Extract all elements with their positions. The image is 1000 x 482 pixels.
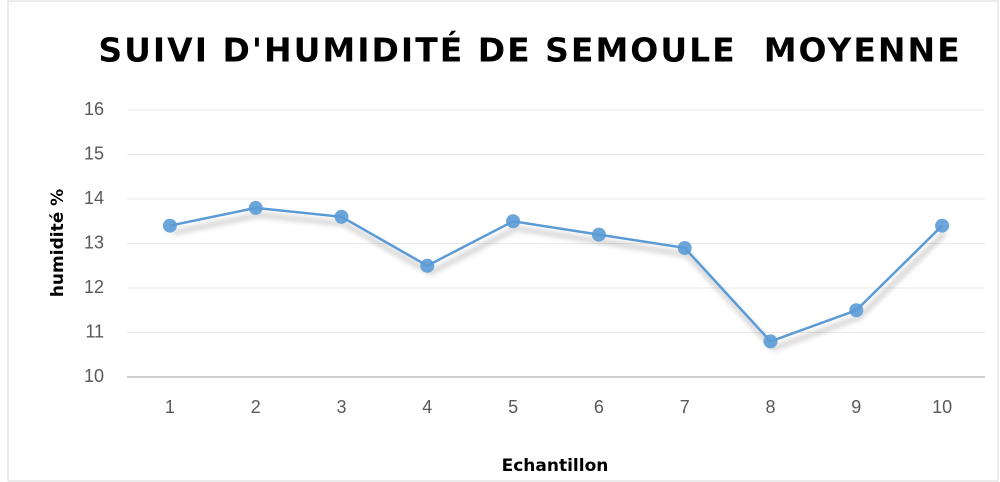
data-point	[763, 334, 778, 349]
x-tick-label: 7	[680, 397, 690, 417]
y-tick-label: 12	[84, 277, 104, 297]
y-tick-label: 11	[85, 321, 104, 341]
y-tick-label: 14	[84, 188, 104, 208]
y-tick-label: 10	[84, 366, 104, 386]
chart-border	[7, 0, 999, 482]
data-point	[677, 240, 692, 255]
data-point	[420, 258, 435, 273]
x-tick-label: 10	[932, 397, 952, 417]
chart-title: SUIVI D'HUMIDITÉ DE SEMOULE MOYENNE	[98, 30, 961, 70]
x-tick-label: 8	[765, 397, 775, 417]
y-tick-label: 16	[84, 99, 104, 119]
x-tick-label: 2	[251, 397, 261, 417]
data-point	[334, 209, 349, 224]
x-axis-title: Echantillon	[502, 456, 609, 476]
data-point	[935, 218, 950, 233]
x-tick-label: 4	[422, 397, 432, 417]
y-axis-title: humidité %	[48, 189, 68, 297]
x-tick-label: 1	[165, 397, 175, 417]
series-line	[169, 206, 943, 343]
data-point	[591, 227, 606, 242]
x-tick-label: 9	[851, 397, 861, 417]
data-point	[506, 214, 521, 229]
x-tick-label: 5	[508, 397, 518, 417]
y-tick-label: 13	[84, 232, 104, 252]
x-tick-label: 6	[594, 397, 604, 417]
y-tick-label: 15	[84, 143, 104, 163]
data-point	[248, 200, 263, 215]
x-tick-label: 3	[336, 397, 346, 417]
data-point	[162, 218, 177, 233]
data-point	[849, 303, 864, 318]
